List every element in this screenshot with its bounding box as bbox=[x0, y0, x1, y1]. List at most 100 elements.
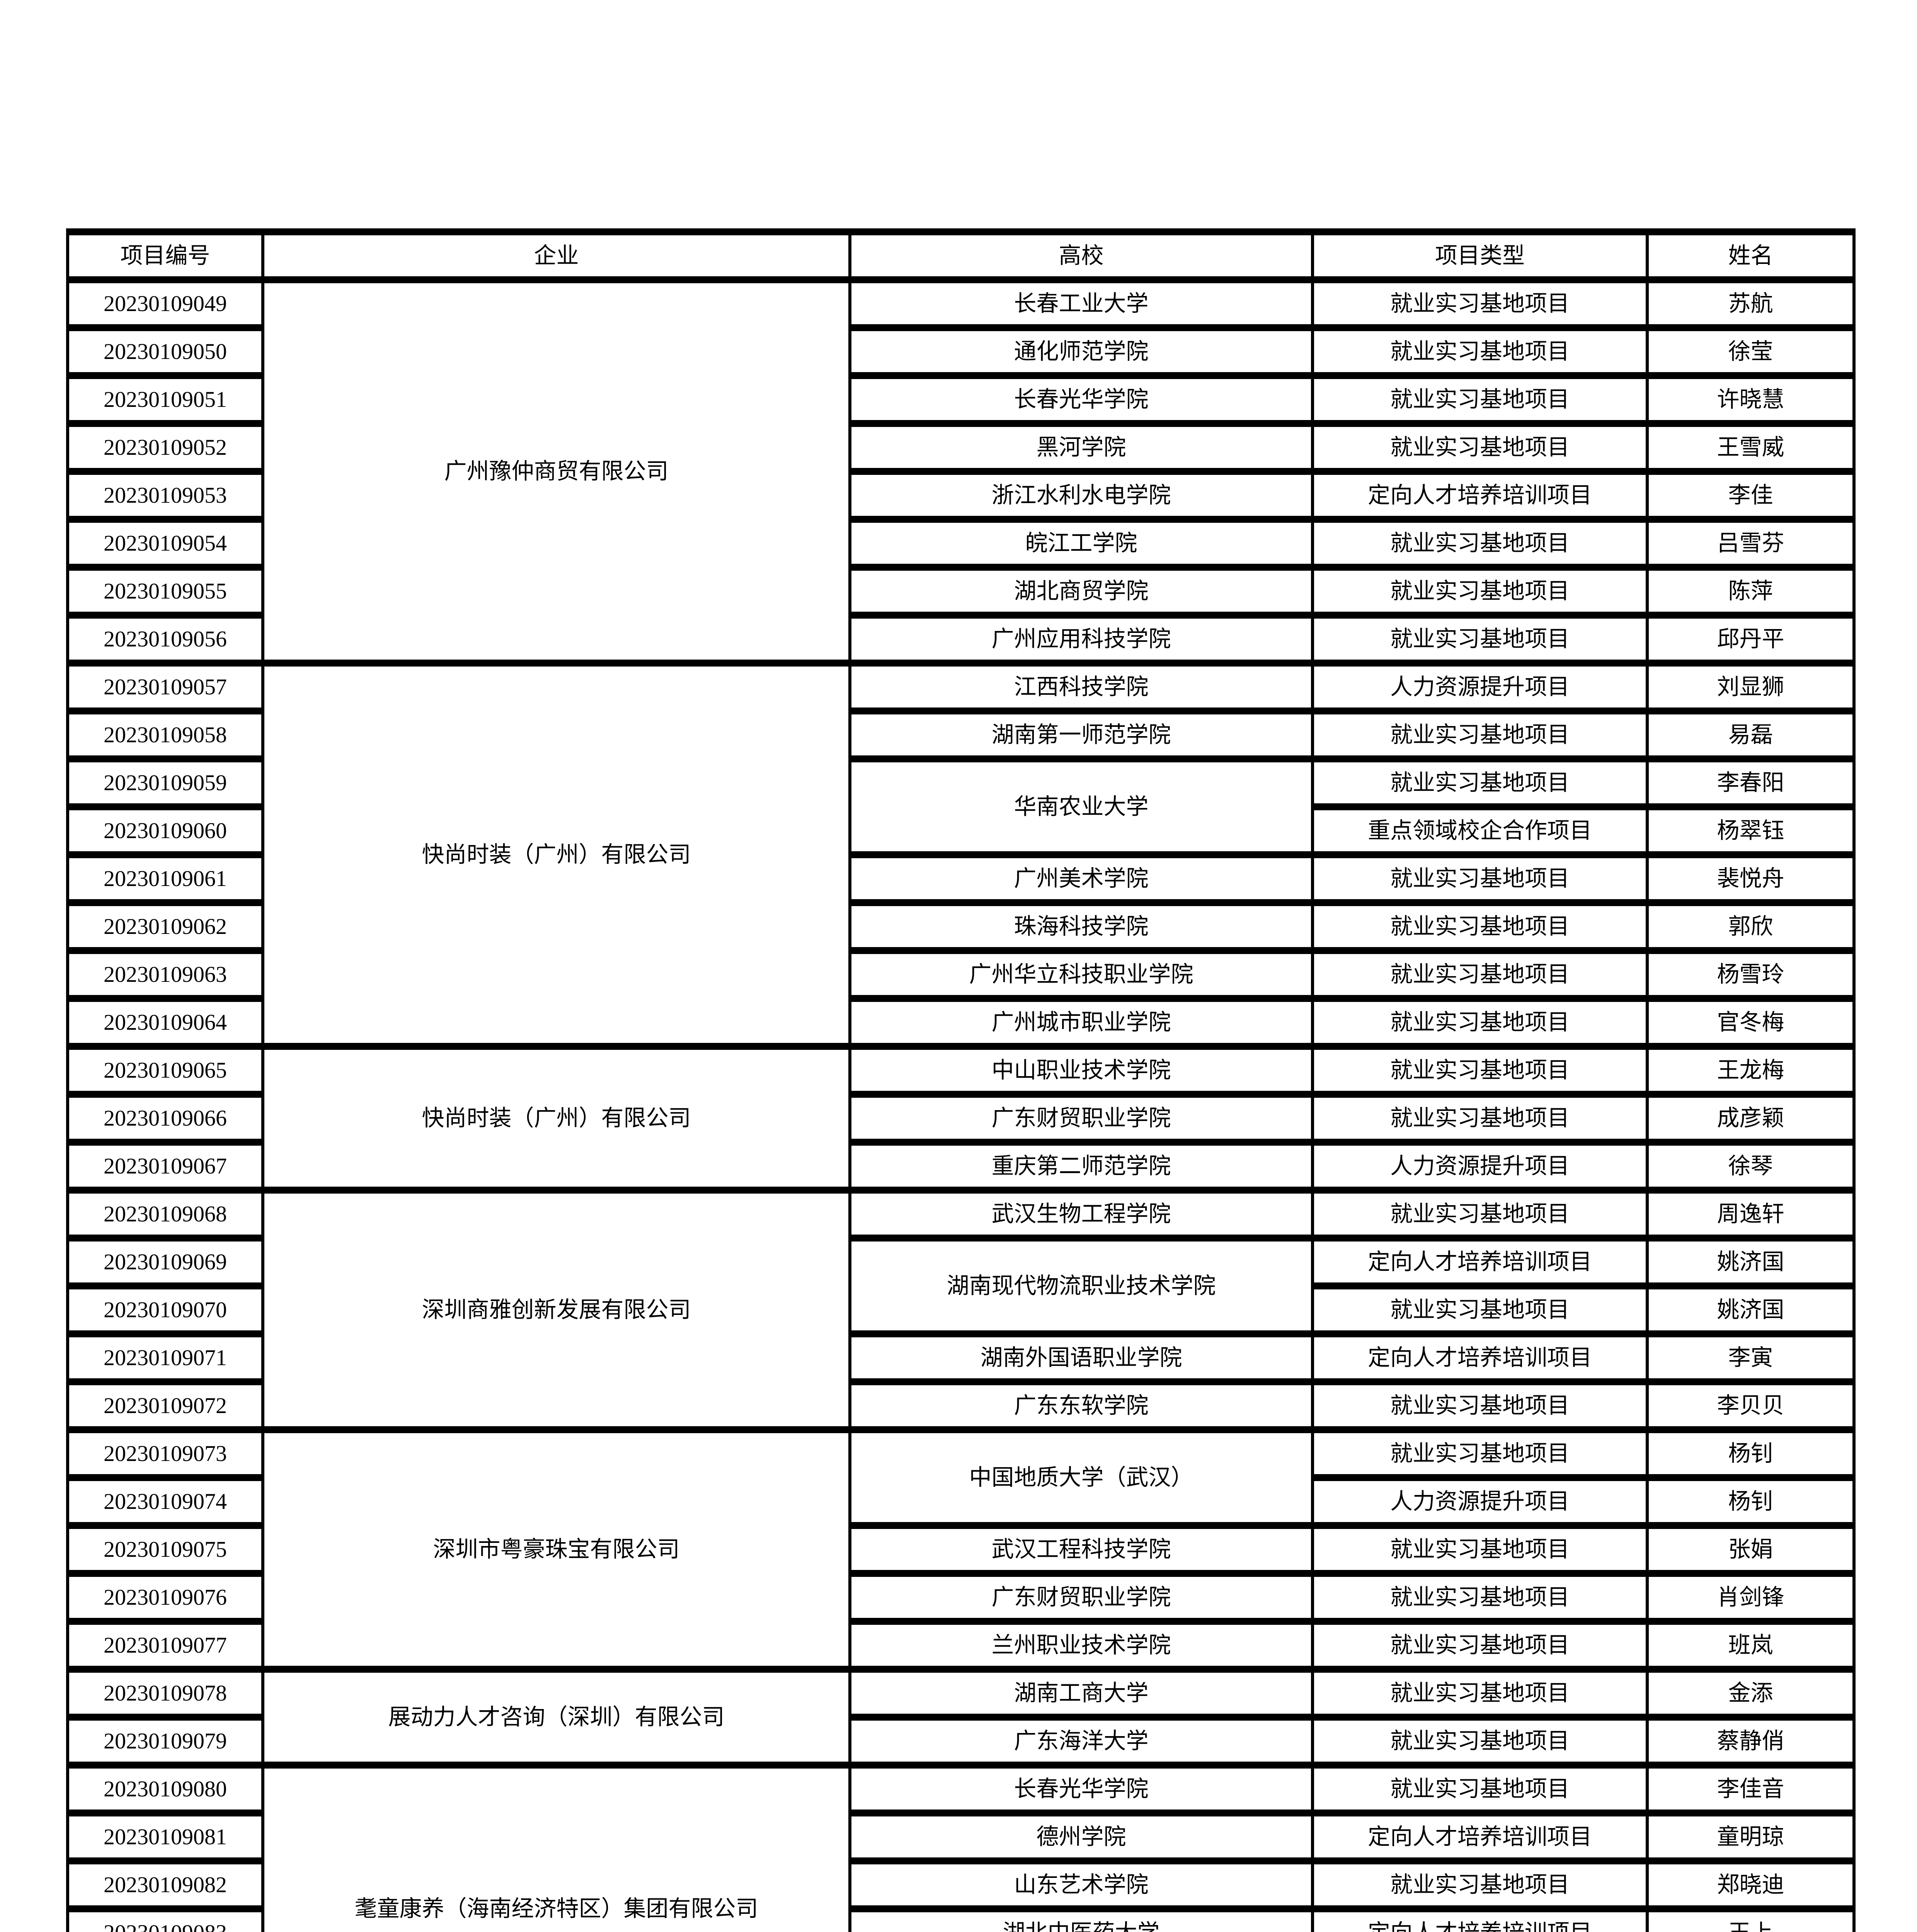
table-row: 20230109066 广东财贸职业学院 就业实习基地项目 成彦颖 bbox=[66, 1091, 1856, 1146]
name-cell: 郭欣 bbox=[1646, 899, 1856, 954]
project-type-cell: 就业实习基地项目 bbox=[1311, 755, 1649, 810]
university-cell: 湖南第一师范学院 bbox=[848, 707, 1314, 762]
table-row: 20230109067 重庆第二师范学院 人力资源提升项目 徐琴 bbox=[66, 1139, 1856, 1194]
name-cell: 姚济国 bbox=[1646, 1282, 1856, 1337]
project-id-cell: 20230109079 bbox=[66, 1714, 264, 1769]
project-id-cell: 20230109067 bbox=[66, 1139, 264, 1194]
project-id-cell: 20230109051 bbox=[66, 372, 264, 427]
table-row: 20230109078 展动力人才咨询（深圳）有限公司 湖南工商大学 就业实习基地项目… bbox=[66, 1666, 1856, 1769]
project-id-cell: 20230109070 bbox=[66, 1282, 264, 1337]
table-row: 20230109049 广州豫仲商贸有限公司 长春工业大学 就业实习基地项目 苏航 bbox=[66, 276, 1856, 667]
name-cell: 王雪威 bbox=[1646, 420, 1856, 475]
name-cell: 徐琴 bbox=[1646, 1139, 1856, 1194]
header-row: 项目编号 企业 高校 项目类型 姓名 bbox=[66, 228, 1856, 283]
table-row: 20230109057 快尚时装（广州）有限公司 江西科技学院 人力资源提升项目 刘显狮 bbox=[66, 660, 1856, 1050]
name-cell: 杨钊 bbox=[1646, 1474, 1856, 1529]
table-row: 20230109052 黑河学院 就业实习基地项目 王雪威 bbox=[66, 420, 1856, 475]
project-id-cell: 20230109061 bbox=[66, 851, 264, 906]
name-cell: 肖剑锋 bbox=[1646, 1570, 1856, 1625]
project-id-cell: 20230109056 bbox=[66, 612, 264, 667]
table-row: 20230109076 广东财贸职业学院 就业实习基地项目 肖剑锋 bbox=[66, 1570, 1856, 1625]
name-cell: 杨雪玲 bbox=[1646, 947, 1856, 1002]
header-cell-1: 企业 bbox=[261, 228, 851, 283]
university-cell: 通化师范学院 bbox=[848, 324, 1314, 379]
university-cell: 长春光华学院 bbox=[848, 1762, 1314, 1816]
name-cell: 成彦颖 bbox=[1646, 1091, 1856, 1146]
table-row: 20230109070 就业实习基地项目 姚济国 bbox=[66, 1282, 1856, 1337]
university-cell: 江西科技学院 bbox=[848, 660, 1314, 714]
table-row: 20230109065 快尚时装（广州）有限公司 中山职业技术学院 就业实习基地项目王… bbox=[66, 1043, 1856, 1194]
company-cell: 快尚时装（广州）有限公司 bbox=[261, 1043, 851, 1194]
university-cell: 湖南现代物流职业技术学院 bbox=[848, 1235, 1314, 1337]
university-cell: 湖北商贸学院 bbox=[848, 564, 1314, 619]
company-cell: 耄童康养（海南经济特区）集团有限公司 bbox=[261, 1762, 851, 1932]
table-row: 20230109050 通化师范学院 就业实习基地项目 徐莹 bbox=[66, 324, 1856, 379]
project-type-cell: 重点领域校企合作项目 bbox=[1311, 803, 1649, 858]
project-id-cell: 20230109052 bbox=[66, 420, 264, 475]
project-id-cell: 20230109078 bbox=[66, 1666, 264, 1721]
university-cell: 德州学院 bbox=[848, 1810, 1314, 1864]
university-cell: 中国地质大学（武汉） bbox=[848, 1426, 1314, 1529]
university-cell: 珠海科技学院 bbox=[848, 899, 1314, 954]
university-cell: 武汉生物工程学院 bbox=[848, 1187, 1314, 1242]
university-cell: 湖南外国语职业学院 bbox=[848, 1330, 1314, 1385]
project-id-cell: 20230109066 bbox=[66, 1091, 264, 1146]
name-cell: 李春阳 bbox=[1646, 755, 1856, 810]
university-cell: 山东艺术学院 bbox=[848, 1857, 1314, 1912]
project-type-cell: 就业实习基地项目 bbox=[1311, 1522, 1649, 1577]
project-id-cell: 20230109058 bbox=[66, 707, 264, 762]
table-row: 20230109064 广州城市职业学院 就业实习基地项目 官冬梅 bbox=[66, 995, 1856, 1050]
project-type-cell: 就业实习基地项目 bbox=[1311, 1091, 1649, 1146]
project-id-cell: 20230109068 bbox=[66, 1187, 264, 1242]
name-cell: 易磊 bbox=[1646, 707, 1856, 762]
project-id-cell: 20230109080 bbox=[66, 1762, 264, 1816]
project-id-cell: 20230109063 bbox=[66, 947, 264, 1002]
university-cell: 广东财贸职业学院 bbox=[848, 1091, 1314, 1146]
university-cell: 湖北中医药大学 bbox=[848, 1905, 1314, 1932]
project-type-cell: 就业实习基地项目 bbox=[1311, 995, 1649, 1050]
table-row: 20230109068 深圳商雅创新发展有限公司 武汉生物工程学院 就业实习基地项目周… bbox=[66, 1187, 1856, 1433]
table-row: 20230109053 浙江水利水电学院 定向人才培养培训项目 李佳 bbox=[66, 468, 1856, 523]
name-cell: 周逸轩 bbox=[1646, 1187, 1856, 1242]
project-type-cell: 就业实习基地项目 bbox=[1311, 564, 1649, 619]
project-type-cell: 定向人才培养培训项目 bbox=[1311, 1905, 1649, 1932]
company-cell: 广州豫仲商贸有限公司 bbox=[261, 276, 851, 667]
table-row: 20230109081 德州学院 定向人才培养培训项目 童明琼 bbox=[66, 1810, 1856, 1864]
project-type-cell: 就业实习基地项目 bbox=[1311, 1714, 1649, 1769]
table-row: 20230109073 深圳市粤豪珠宝有限公司 中国地质大学（武汉） 就业实习基地项目… bbox=[66, 1426, 1856, 1673]
project-type-cell: 就业实习基地项目 bbox=[1311, 707, 1649, 762]
university-cell: 湖南工商大学 bbox=[848, 1666, 1314, 1721]
project-type-cell: 就业实习基地项目 bbox=[1311, 1857, 1649, 1912]
table-row: 20230109061 广州美术学院 就业实习基地项目 裴悦舟 bbox=[66, 851, 1856, 906]
name-cell: 杨钊 bbox=[1646, 1426, 1856, 1481]
project-id-cell: 20230109050 bbox=[66, 324, 264, 379]
project-type-cell: 就业实习基地项目 bbox=[1311, 1618, 1649, 1673]
university-cell: 广东财贸职业学院 bbox=[848, 1570, 1314, 1625]
university-cell: 广东海洋大学 bbox=[848, 1714, 1314, 1769]
table-row: 20230109083 湖北中医药大学定向人才培养培训项目王上 bbox=[66, 1905, 1856, 1932]
university-cell: 长春工业大学 bbox=[848, 276, 1314, 331]
table-row: 20230109055 湖北商贸学院 就业实习基地项目 陈萍 bbox=[66, 564, 1856, 619]
project-type-cell: 就业实习基地项目 bbox=[1311, 324, 1649, 379]
project-id-cell: 20230109062 bbox=[66, 899, 264, 954]
university-cell: 皖江工学院 bbox=[848, 516, 1314, 571]
project-id-cell: 20230109072 bbox=[66, 1378, 264, 1433]
project-id-cell: 20230109060 bbox=[66, 803, 264, 858]
name-cell: 金添 bbox=[1646, 1666, 1856, 1721]
name-cell: 王龙梅 bbox=[1646, 1043, 1856, 1098]
table-row: 20230109060 重点领域校企合作项目 杨翠钰 bbox=[66, 803, 1856, 858]
name-cell: 许晓慧 bbox=[1646, 372, 1856, 427]
name-cell: 李寅 bbox=[1646, 1330, 1856, 1385]
name-cell: 李佳音 bbox=[1646, 1762, 1856, 1816]
project-type-cell: 人力资源提升项目 bbox=[1311, 1474, 1649, 1529]
project-id-cell: 20230109077 bbox=[66, 1618, 264, 1673]
table-row: 20230109058 湖南第一师范学院 就业实习基地项目 易磊 bbox=[66, 707, 1856, 762]
name-cell: 陈萍 bbox=[1646, 564, 1856, 619]
project-type-cell: 就业实习基地项目 bbox=[1311, 420, 1649, 475]
university-cell: 广州城市职业学院 bbox=[848, 995, 1314, 1050]
name-cell: 邱丹平 bbox=[1646, 612, 1856, 667]
name-cell: 刘显狮 bbox=[1646, 660, 1856, 714]
table-row: 20230109072 广东东软学院 就业实习基地项目 李贝贝 bbox=[66, 1378, 1856, 1433]
project-id-cell: 20230109076 bbox=[66, 1570, 264, 1625]
